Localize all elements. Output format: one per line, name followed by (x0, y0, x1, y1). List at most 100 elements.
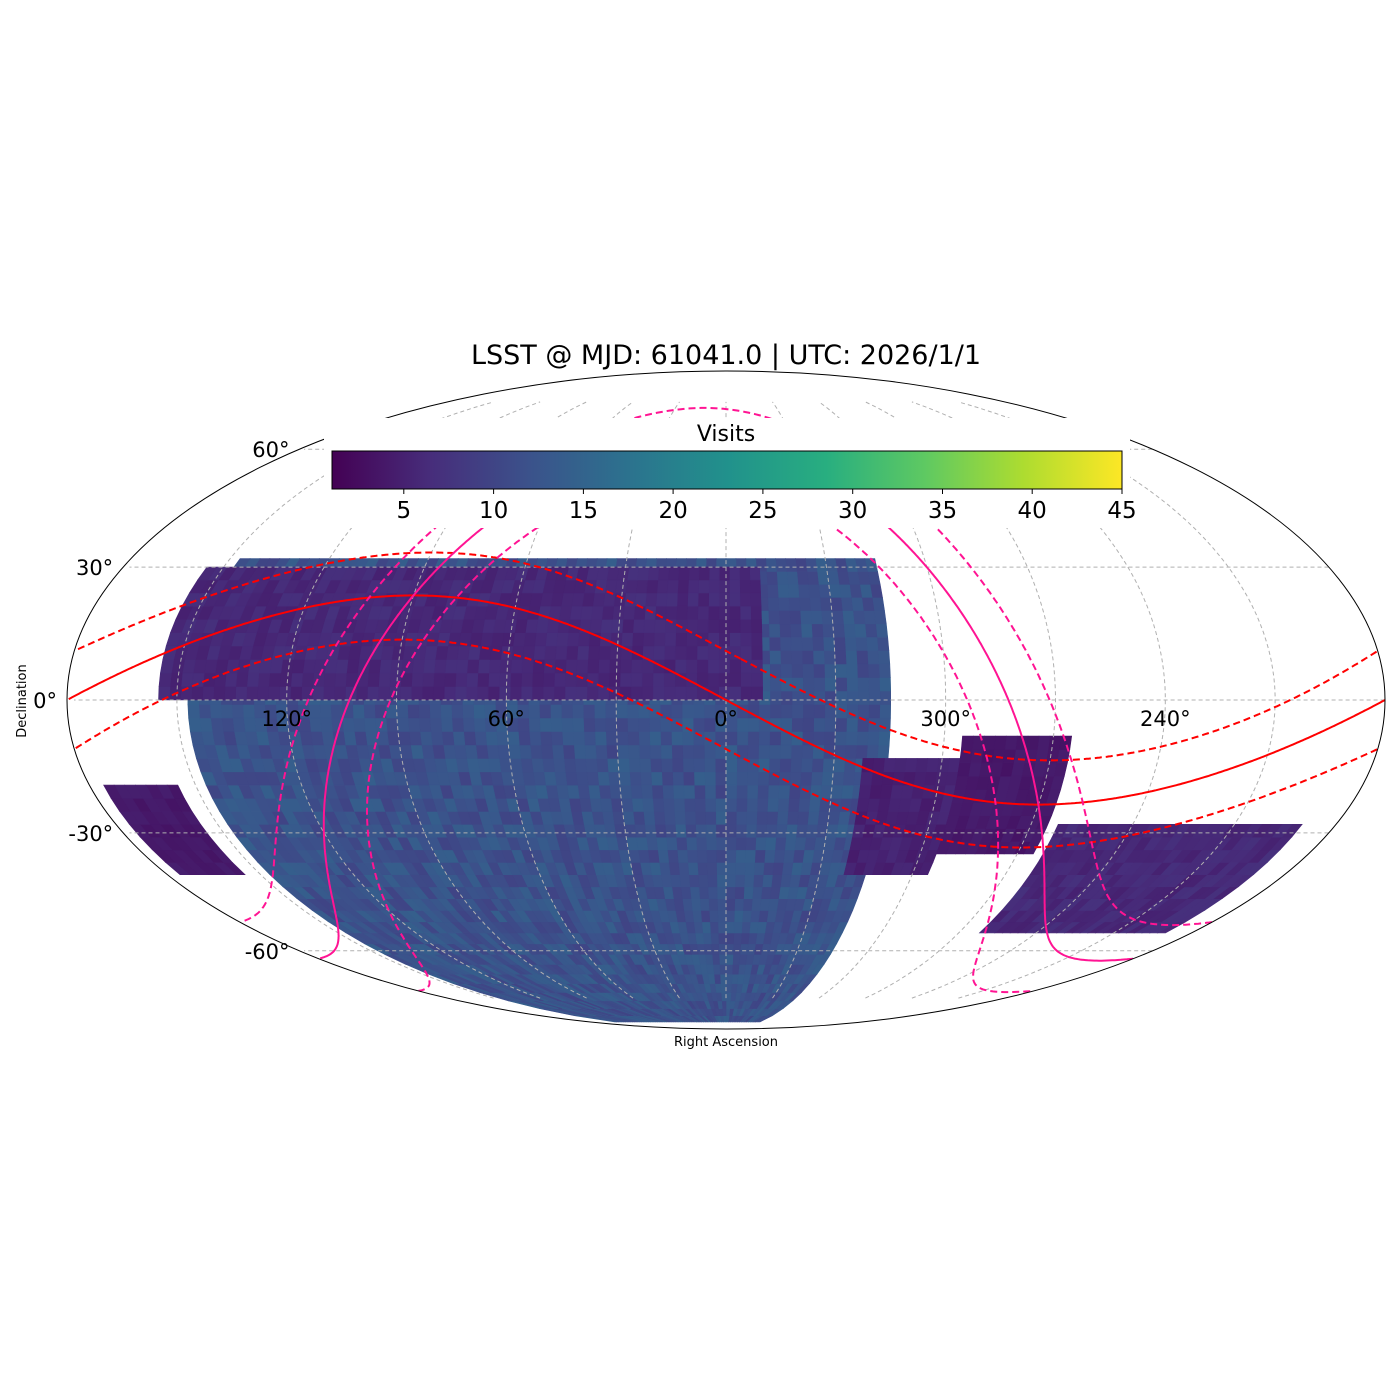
heatmap-cell (573, 744, 586, 759)
heatmap-cell (693, 771, 706, 786)
heatmap-cell (487, 672, 501, 687)
heatmap-cell (664, 632, 677, 647)
heatmap-cell (834, 731, 847, 746)
heatmap-cell (725, 910, 735, 923)
heatmap-cell (740, 645, 752, 660)
heatmap-cell (717, 932, 727, 945)
heatmap-cell (718, 632, 730, 647)
heatmap-cell (717, 910, 727, 923)
heatmap-cell (572, 717, 585, 732)
heatmap-cell (790, 636, 803, 651)
heatmap-cell (696, 849, 708, 863)
heatmap-cell (607, 771, 621, 786)
heatmap-cell (576, 659, 589, 674)
heatmap-cell (878, 717, 891, 732)
heatmap-cell (688, 874, 700, 888)
heatmap-cell (280, 659, 294, 674)
heatmap-cell (527, 704, 540, 719)
heatmap-cell (631, 632, 644, 647)
heatmap-cell (797, 583, 810, 598)
heatmap-cell (422, 659, 436, 674)
heatmap-cell (632, 811, 645, 825)
heatmap-cell (477, 659, 491, 674)
heatmap-cell (565, 645, 579, 660)
heatmap-cell (852, 610, 866, 625)
heatmap-cell (780, 704, 793, 719)
heatmap-cell (585, 758, 598, 773)
heatmap-cell (652, 797, 665, 812)
heatmap-cell (718, 618, 730, 633)
heatmap-cell (849, 583, 863, 598)
heatmap-cell (772, 862, 784, 876)
heatmap-cell (399, 686, 412, 701)
heatmap-cell (813, 704, 826, 719)
heatmap-cell (674, 645, 687, 660)
heatmap-cell (877, 731, 891, 746)
heatmap-cell (506, 731, 520, 746)
heatmap-cell (389, 659, 403, 674)
heatmap-cell (812, 731, 825, 746)
heatmap-cell (719, 973, 727, 984)
heatmap-cell (766, 583, 779, 598)
heatmap-cell (571, 704, 584, 719)
heatmap-cell (960, 735, 974, 750)
heatmap-cell (485, 731, 498, 746)
heatmap-cell (750, 898, 762, 911)
heatmap-cell (682, 744, 694, 759)
heatmap-cell (743, 886, 754, 900)
heatmap-cell (729, 592, 741, 607)
heatmap-cell (430, 731, 444, 746)
heatmap-cell (663, 811, 676, 825)
heatmap-cell (705, 836, 717, 851)
heatmap-cell (455, 659, 469, 674)
heatmap-cell (554, 645, 568, 660)
heatmap-cell (432, 686, 445, 701)
heatmap-cell (648, 704, 661, 719)
ra-tick-label: 120° (261, 707, 312, 731)
heatmap-cell (543, 771, 557, 786)
heatmap-cell (745, 836, 757, 851)
heatmap-cell (707, 886, 718, 900)
ra-tick-label: 0° (714, 707, 738, 731)
chart-title: LSST @ MJD: 61041.0 | UTC: 2026/1/1 (471, 340, 981, 371)
heatmap-cell (268, 672, 282, 687)
heatmap-cell (704, 758, 716, 773)
heatmap-cell (739, 618, 752, 633)
heatmap-cell (725, 921, 735, 934)
heatmap-cell (576, 645, 590, 660)
heatmap-cell (791, 677, 804, 692)
heatmap-cell (689, 886, 701, 900)
heatmap-cell (696, 632, 709, 647)
heatmap-cell (826, 571, 840, 585)
heatmap-cell (773, 849, 786, 863)
heatmap-cell (769, 690, 782, 705)
heatmap-cell (791, 704, 804, 719)
heatmap-cell (866, 744, 879, 759)
heatmap-cell (736, 771, 748, 786)
visit-region (935, 735, 1073, 855)
colorbar-tick-label: 40 (1018, 498, 1047, 524)
heatmap-cell (749, 566, 761, 581)
heatmap-cell (615, 717, 628, 732)
heatmap-cell (668, 862, 680, 876)
heatmap-cell (586, 771, 600, 786)
heatmap-cell (786, 571, 799, 585)
heatmap-cell (708, 579, 720, 594)
heatmap-cell (811, 636, 825, 651)
heatmap-cell (819, 784, 833, 799)
heatmap-cell (866, 650, 880, 665)
heatmap-cell (775, 823, 788, 838)
heatmap-cell (644, 823, 657, 838)
heatmap-cell (725, 983, 732, 993)
heatmap-cell (619, 659, 632, 674)
heatmap-cell (246, 686, 259, 701)
heatmap-cell (802, 677, 815, 692)
heatmap-cell (732, 943, 742, 955)
heatmap-cell (565, 659, 578, 674)
heatmap-cell (868, 784, 882, 799)
heatmap-cell (802, 704, 815, 719)
heatmap-cell (715, 823, 727, 838)
heatmap-cell (750, 645, 763, 660)
heatmap-cell (231, 704, 244, 719)
heatmap-cell (665, 836, 678, 851)
